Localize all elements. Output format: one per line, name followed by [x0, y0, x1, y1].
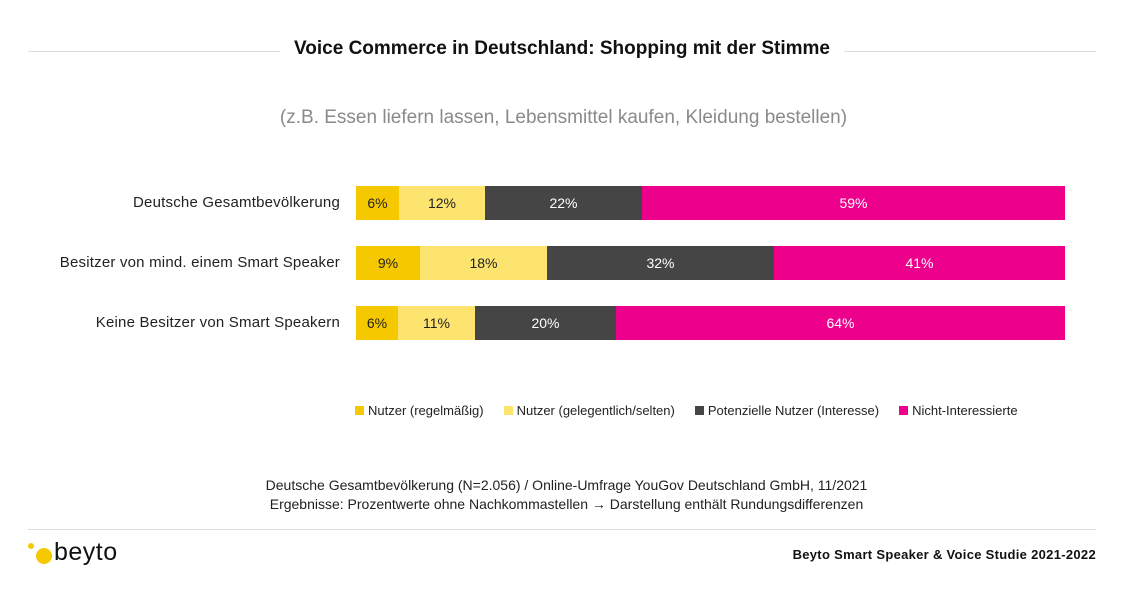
category-label: Deutsche Gesamtbevölkerung	[133, 194, 340, 211]
legend-swatch	[899, 406, 909, 415]
footnote-rounding: Ergebnisse: Prozentwerte ohne Nachkommas…	[269, 496, 864, 512]
logo-text: beyto	[54, 538, 118, 566]
bar-segment: 18%	[420, 246, 547, 280]
bar-segment: 22%	[485, 186, 642, 220]
stacked-bar-row: 9% 18% 32% 41%	[356, 246, 1065, 280]
legend-label: Nicht-Interessierte	[912, 403, 1018, 418]
bar-segment: 6%	[356, 186, 399, 220]
bar-segment: 20%	[475, 306, 616, 340]
legend-item: Nutzer (regelmäßig)	[355, 403, 484, 418]
bar-segment: 9%	[356, 246, 420, 280]
legend-label: Nutzer (gelegentlich/selten)	[516, 403, 675, 418]
legend-label: Nutzer (regelmäßig)	[368, 403, 484, 418]
title-row: Voice Commerce in Deutschland: Shopping …	[28, 36, 1096, 66]
legend-item: Nutzer (gelegentlich/selten)	[503, 403, 675, 418]
stacked-bar-row: 6% 12% 22% 59%	[356, 186, 1065, 220]
category-label: Keine Besitzer von Smart Speakern	[95, 314, 340, 331]
beyto-logo: beyto	[28, 538, 148, 572]
bar-segment: 11%	[398, 306, 475, 340]
study-label: Beyto Smart Speaker & Voice Studie 2021-…	[792, 547, 1096, 562]
bar-segment: 59%	[642, 186, 1065, 220]
chart-title: Voice Commerce in Deutschland: Shopping …	[294, 38, 830, 59]
bar-segment: 41%	[774, 246, 1065, 280]
logo-dot-large-icon	[36, 548, 52, 564]
legend-swatch	[355, 406, 364, 415]
logo-dot-small-icon	[28, 543, 34, 549]
legend-swatch	[503, 406, 513, 415]
chart-legend: Nutzer (regelmäßig) Nutzer (gelegentlich/…	[355, 403, 1038, 418]
footer-divider	[28, 529, 1096, 530]
legend-item: Nicht-Interessierte	[899, 403, 1018, 418]
legend-item: Potenzielle Nutzer (Interesse)	[694, 403, 880, 418]
bar-segment: 32%	[547, 246, 774, 280]
legend-label: Potenzielle Nutzer (Interesse)	[707, 403, 880, 418]
legend-swatch	[694, 406, 704, 415]
category-label: Besitzer von mind. einem Smart Speaker	[59, 254, 340, 271]
bar-segment: 6%	[356, 306, 398, 340]
bar-segment: 64%	[616, 306, 1065, 340]
footnote-sample: Deutsche Gesamtbevölkerung (N=2.056) / O…	[265, 477, 868, 493]
bar-segment: 12%	[399, 186, 485, 220]
chart-subtitle: (z.B. Essen liefern lassen, Lebensmittel…	[279, 107, 848, 128]
stacked-bar-row: 6% 11% 20% 64%	[356, 306, 1065, 340]
title-divider-right	[844, 51, 1096, 52]
title-divider-left	[28, 51, 280, 52]
